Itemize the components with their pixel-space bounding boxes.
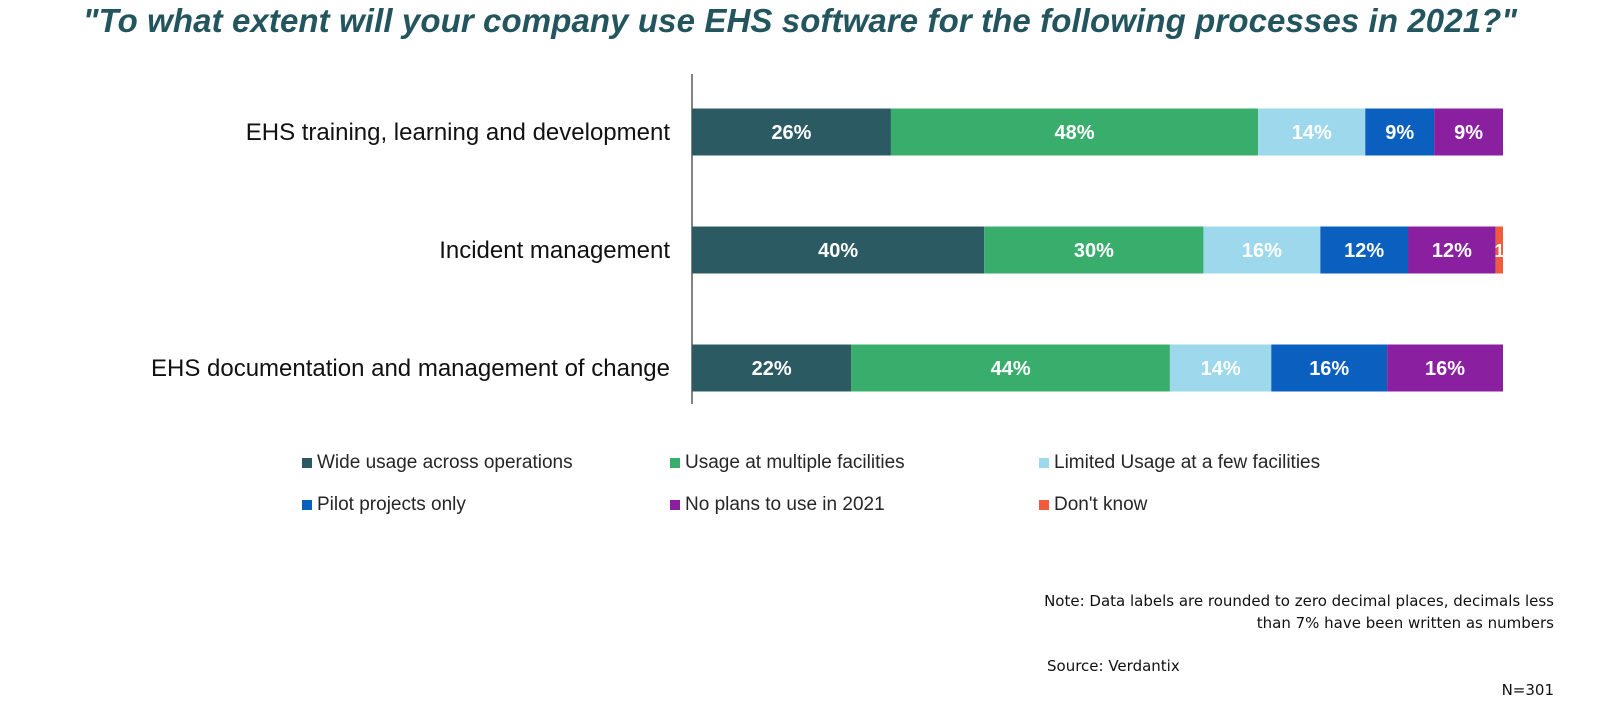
data-label: 14% bbox=[1201, 358, 1241, 380]
bar-segment bbox=[1320, 226, 1409, 274]
bar-segment bbox=[692, 344, 852, 392]
bar-segment bbox=[692, 226, 985, 274]
stacked-bar-chart: EHS training, learning and development 26… bbox=[151, 74, 1504, 404]
bar-segment bbox=[1271, 344, 1388, 392]
bar-segment bbox=[1434, 108, 1503, 156]
bar-segment bbox=[1258, 108, 1366, 156]
legend-swatch bbox=[302, 500, 312, 510]
category-label: EHS training, learning and development bbox=[246, 119, 671, 146]
data-label: 9% bbox=[1385, 122, 1414, 144]
legend-item: Wide usage across operations bbox=[302, 452, 573, 474]
data-label: 14% bbox=[1292, 122, 1332, 144]
legend-item: Pilot projects only bbox=[302, 494, 466, 516]
data-label: 30% bbox=[1074, 240, 1114, 262]
data-label: 1 bbox=[1494, 241, 1504, 261]
legend-swatch bbox=[302, 458, 312, 468]
legend-swatch bbox=[670, 500, 680, 510]
bar-segment bbox=[1203, 226, 1321, 274]
bar-segment bbox=[1365, 108, 1435, 156]
data-label: 44% bbox=[991, 358, 1031, 380]
chart-title: "To what extent will your company use EH… bbox=[82, 2, 1518, 39]
data-label: 48% bbox=[1055, 122, 1095, 144]
data-label: 22% bbox=[752, 358, 792, 380]
data-label: 9% bbox=[1454, 122, 1483, 144]
data-label: 40% bbox=[818, 240, 858, 262]
bar-segment bbox=[1169, 344, 1272, 392]
data-label: 12% bbox=[1344, 240, 1384, 262]
category-label: EHS documentation and management of chan… bbox=[151, 355, 670, 382]
legend-item: Usage at multiple facilities bbox=[670, 452, 905, 474]
bar-segment bbox=[890, 108, 1259, 156]
legend-item: Don't know bbox=[1039, 494, 1147, 516]
bar-segment bbox=[1408, 226, 1496, 274]
data-label: 16% bbox=[1242, 240, 1282, 262]
legend-label: Usage at multiple facilities bbox=[685, 452, 905, 473]
data-label: 16% bbox=[1309, 358, 1349, 380]
bar-segment bbox=[692, 108, 891, 156]
legend-swatch bbox=[1039, 500, 1049, 510]
note-line-2: than 7% have been written as numbers bbox=[1256, 614, 1554, 632]
bar-segment bbox=[851, 344, 1170, 392]
category-label: Incident management bbox=[439, 237, 670, 264]
note-line-1: Note: Data labels are rounded to zero de… bbox=[1044, 592, 1554, 610]
data-label: 16% bbox=[1425, 358, 1465, 380]
legend-label: Don't know bbox=[1054, 494, 1148, 515]
source-label: Source: Verdantix bbox=[1047, 657, 1180, 675]
chart-note: Note: Data labels are rounded to zero de… bbox=[1044, 590, 1554, 634]
legend-label: No plans to use in 2021 bbox=[685, 494, 885, 515]
bar-segment bbox=[1387, 344, 1503, 392]
bar-segment bbox=[984, 226, 1204, 274]
legend-label: Wide usage across operations bbox=[317, 452, 573, 473]
sample-size-label: N=301 bbox=[1501, 681, 1554, 699]
legend-swatch bbox=[1039, 458, 1049, 468]
legend-item: Limited Usage at a few facilities bbox=[1039, 452, 1320, 474]
legend-swatch bbox=[670, 458, 680, 468]
bar-segment bbox=[1495, 226, 1503, 274]
legend-label: Limited Usage at a few facilities bbox=[1054, 452, 1321, 473]
legend-label: Pilot projects only bbox=[317, 494, 466, 515]
data-label: 26% bbox=[771, 122, 811, 144]
legend-item: No plans to use in 2021 bbox=[670, 494, 885, 516]
data-label: 12% bbox=[1432, 240, 1472, 262]
